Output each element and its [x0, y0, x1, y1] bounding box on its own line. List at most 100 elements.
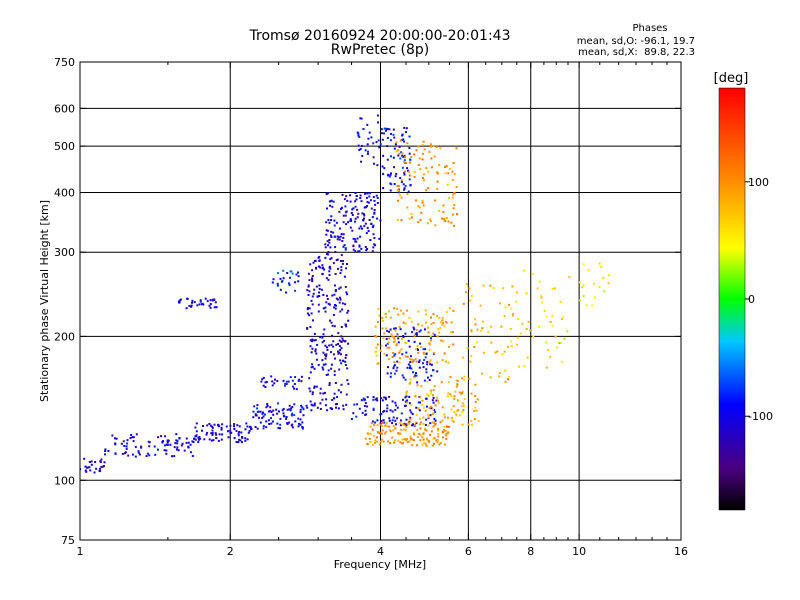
data-point-x — [405, 341, 408, 344]
data-point-o — [402, 398, 404, 401]
data-point-x — [424, 409, 427, 412]
data-point-o — [271, 384, 274, 387]
data-point-o — [271, 420, 274, 423]
data-point-x — [455, 414, 458, 417]
data-point-o — [365, 206, 367, 209]
data-point-x — [422, 173, 425, 176]
data-point-o — [361, 212, 364, 215]
data-point-o — [291, 423, 294, 426]
data-point-o — [367, 150, 369, 153]
data-point-o — [368, 219, 371, 221]
data-point-o — [326, 229, 329, 232]
data-point-x — [453, 173, 456, 176]
data-point-x — [431, 394, 434, 397]
data-point-o — [225, 425, 228, 428]
data-point-o — [254, 413, 257, 416]
data-point-o — [347, 319, 350, 322]
data-point-o — [186, 297, 189, 300]
data-point-o — [318, 291, 320, 294]
data-point-x — [379, 440, 382, 443]
data-point-o — [297, 417, 300, 420]
data-point-o — [103, 461, 106, 464]
data-point-o — [390, 155, 392, 158]
data-point-o — [291, 272, 294, 275]
data-point-x — [410, 444, 413, 447]
data-point-o — [394, 408, 397, 411]
data-point-x — [432, 437, 435, 440]
data-point-o — [415, 332, 418, 335]
data-point-o — [333, 397, 336, 400]
data-point-x — [441, 431, 444, 434]
data-point-o — [244, 428, 247, 431]
data-point-x — [413, 171, 416, 174]
data-point-o — [264, 386, 267, 388]
data-point-o — [366, 152, 369, 155]
data-point-x — [562, 315, 565, 318]
data-point-o — [416, 381, 419, 384]
data-point-o — [365, 413, 368, 416]
data-point-x — [448, 426, 450, 428]
data-point-o — [276, 282, 279, 285]
data-point-x — [452, 405, 455, 408]
x-tick-label: 2 — [227, 545, 234, 558]
data-point-o — [344, 360, 347, 363]
data-point-o — [297, 271, 299, 274]
data-point-o — [235, 429, 238, 432]
data-point-x — [541, 301, 544, 304]
data-point-o — [300, 375, 303, 378]
data-point-x — [468, 287, 471, 290]
data-point-o — [364, 398, 366, 401]
data-point-x — [471, 423, 474, 426]
data-point-x — [473, 410, 476, 412]
data-point-o — [385, 129, 388, 132]
data-point-o — [84, 465, 87, 468]
data-point-x — [371, 428, 374, 431]
data-point-o — [386, 145, 389, 148]
data-point-o — [336, 258, 339, 261]
data-point-o — [351, 229, 354, 232]
data-point-x — [487, 331, 490, 333]
data-point-x — [424, 442, 427, 445]
data-point-x — [510, 307, 513, 310]
data-point-o — [316, 295, 319, 298]
data-point-x — [433, 155, 436, 158]
data-point-o — [427, 376, 429, 379]
data-point-x — [474, 395, 477, 397]
data-point-o — [363, 213, 365, 216]
data-point-x — [413, 153, 416, 156]
data-point-x — [442, 430, 445, 433]
data-point-x — [474, 323, 477, 326]
data-point-o — [311, 391, 314, 394]
data-point-x — [503, 315, 506, 318]
data-point-o — [153, 445, 156, 448]
data-point-o — [343, 244, 346, 247]
data-point-o — [417, 401, 420, 404]
data-point-o — [403, 171, 406, 174]
data-point-o — [275, 408, 278, 411]
data-point-x — [441, 406, 444, 409]
data-point-o — [346, 311, 349, 314]
data-point-x — [410, 156, 413, 158]
data-point-o — [358, 244, 361, 247]
data-point-o — [340, 353, 342, 356]
data-point-o — [249, 427, 252, 430]
data-point-o — [241, 441, 243, 444]
data-point-o — [368, 131, 371, 134]
data-point-o — [99, 467, 102, 470]
data-point-x — [430, 323, 433, 326]
data-point-o — [405, 395, 408, 398]
data-point-o — [333, 219, 336, 222]
data-point-x — [421, 143, 424, 146]
data-point-o — [211, 426, 214, 429]
data-point-o — [140, 445, 143, 448]
data-point-x — [374, 335, 377, 337]
data-point-o — [407, 190, 410, 193]
data-point-o — [357, 134, 360, 137]
data-point-o — [424, 356, 427, 359]
data-point-x — [598, 286, 601, 288]
data-point-o — [380, 132, 383, 135]
data-point-x — [466, 283, 468, 286]
data-point-x — [429, 359, 432, 362]
data-point-x — [418, 423, 421, 426]
data-point-o — [342, 214, 345, 217]
